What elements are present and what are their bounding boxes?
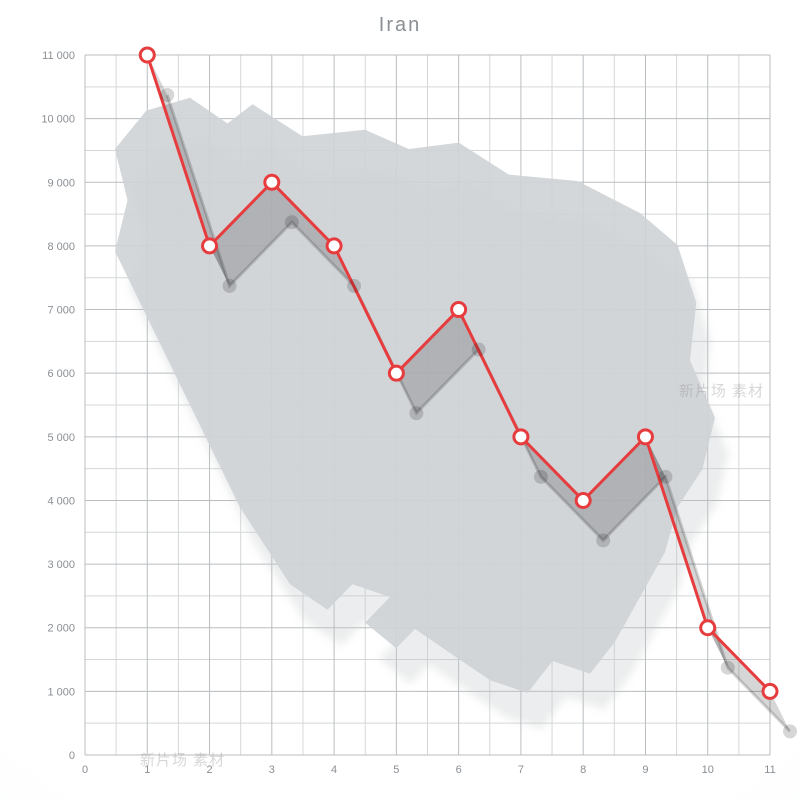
marker-shadow	[223, 279, 237, 293]
y-axis-label: 9 000	[47, 177, 75, 189]
y-axis-label: 6 000	[47, 368, 75, 380]
y-axis-label: 3 000	[47, 559, 75, 571]
x-axis-label: 0	[82, 764, 88, 776]
marker	[701, 621, 715, 635]
chart-stage: Iran 0123456789101101 0002 0003 0004 000…	[0, 0, 800, 800]
x-axis-label: 11	[764, 764, 775, 776]
chart-svg: 0 1 2 3 4 5 6 7 8 9 10 11 0 1 000 2 000 3 000 4 000 5 000…	[0, 0, 800, 800]
marker	[452, 303, 466, 317]
y-axis-label: 2 000	[47, 623, 75, 635]
y-axis-label: 8 000	[47, 241, 75, 253]
marker-shadow	[347, 279, 361, 293]
y-axis-label: 10 000	[41, 114, 75, 126]
x-axis-label: 3	[269, 764, 275, 776]
marker	[514, 430, 528, 444]
x-axis-label: 5	[393, 764, 399, 776]
marker	[140, 48, 154, 62]
marker	[763, 684, 777, 698]
y-axis-label: 7 000	[47, 305, 75, 317]
x-axis-label: 6	[456, 764, 462, 776]
y-axis-label: 1 000	[47, 686, 75, 698]
marker	[576, 493, 590, 507]
y-axis-label: 4 000	[47, 495, 75, 507]
marker-shadow	[285, 215, 299, 229]
marker-shadow	[160, 88, 174, 102]
x-axis-label: 4	[331, 764, 337, 776]
y-axis-label: 11 000	[42, 50, 75, 62]
marker-shadow	[658, 470, 672, 484]
x-axis-label: 10	[702, 764, 714, 776]
marker-shadow	[409, 406, 423, 420]
marker-shadow	[721, 661, 735, 675]
x-axis-label: 8	[580, 764, 586, 776]
marker-shadow	[534, 470, 548, 484]
marker-shadow	[472, 343, 486, 357]
marker	[638, 430, 652, 444]
marker-shadow	[596, 533, 610, 547]
marker	[327, 239, 341, 253]
y-axis-label: 0	[69, 750, 75, 762]
x-axis-label: 2	[206, 764, 212, 776]
x-axis-label: 7	[518, 764, 524, 776]
x-axis-label: 1	[144, 764, 150, 776]
marker-shadow	[783, 724, 797, 738]
marker	[389, 366, 403, 380]
marker	[203, 239, 217, 253]
y-axis-label: 5 000	[47, 432, 75, 444]
x-axis-label: 9	[642, 764, 648, 776]
marker	[265, 175, 279, 189]
